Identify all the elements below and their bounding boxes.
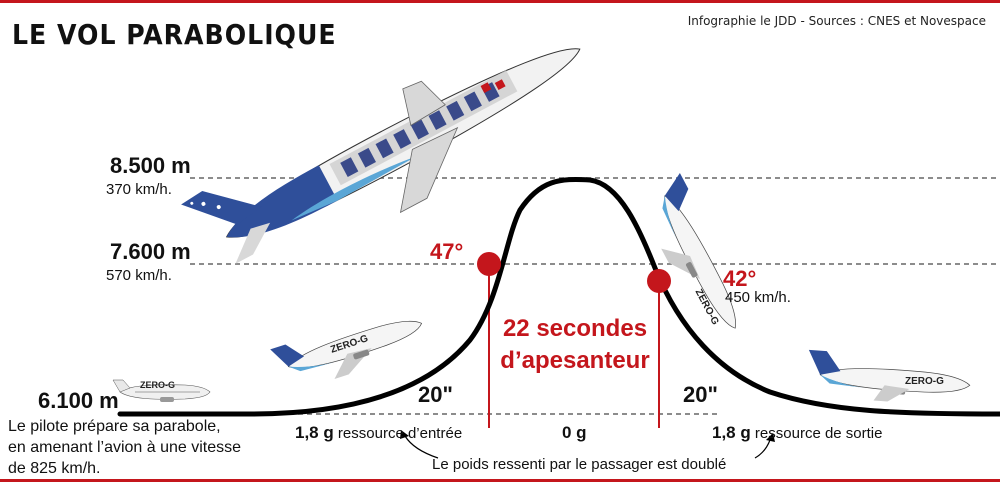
aircraft-label-right: ZERO-G (905, 376, 944, 387)
aircraft-label-left: ZERO-G (140, 380, 175, 390)
altitude-6100: 6.100 m (38, 388, 119, 413)
aircraft-level-left (112, 379, 211, 402)
weightless-line-1: 22 secondes (502, 315, 648, 342)
altitude-7600: 7.600 m (110, 239, 191, 264)
g-load-exit-label: ressource de sortie (754, 425, 883, 442)
g-load-exit: 1,8 g ressource de sortie (712, 423, 882, 443)
entry-duration: 20" (418, 382, 453, 407)
pilot-note-line-1: Le pilote prépare sa parabole, (8, 418, 221, 435)
footnote-arrow-right (754, 439, 771, 459)
entry-point-dot (477, 252, 501, 276)
g-load-entry-label: ressource d’entrée (337, 425, 463, 442)
aircraft-level-right (808, 349, 971, 402)
source-credit: Infographie le JDD - Sources : CNES et N… (687, 14, 986, 28)
exit-speed: 450 km/h. (725, 289, 791, 306)
aircraft-large-cutaway (181, 48, 581, 264)
g-load-entry-value: 1,8 g (295, 423, 334, 442)
flight-trajectory (117, 176, 1000, 417)
exit-point-dot (647, 269, 671, 293)
footnote-arrow-left (404, 435, 439, 459)
aircraft-climbing (270, 320, 423, 379)
altitude-8500: 8.500 m (110, 153, 191, 178)
bottom-rule (0, 479, 1000, 482)
weightless-line-2: d’apesanteur (500, 347, 650, 374)
exit-duration: 20" (683, 382, 718, 407)
exit-angle: 42° (723, 266, 757, 291)
pilot-note: Le pilote prépare sa parabole, en amenan… (8, 416, 241, 479)
speed-370: 370 km/h. (106, 181, 172, 198)
footnote: Le poids ressenti par le passager est do… (432, 456, 727, 473)
g-load-entry: 1,8 g ressource d’entrée (295, 423, 462, 443)
page-title: LE VOL PARABOLIQUE (12, 18, 337, 51)
entry-angle: 47° (430, 239, 464, 264)
weightless-label: 22 secondes d’apesanteur (495, 313, 655, 377)
g-load-exit-value: 1,8 g (712, 423, 751, 442)
g-load-zero: 0 g (562, 423, 587, 443)
g-load-zero-value: 0 g (562, 423, 587, 442)
top-rule (0, 0, 1000, 3)
pilot-note-line-2: en amenant l’avion à une vitesse (8, 439, 242, 456)
speed-570: 570 km/h. (106, 267, 172, 284)
pilot-note-line-3: de 825 km/h. (8, 460, 101, 477)
aircraft-descending (661, 173, 736, 329)
